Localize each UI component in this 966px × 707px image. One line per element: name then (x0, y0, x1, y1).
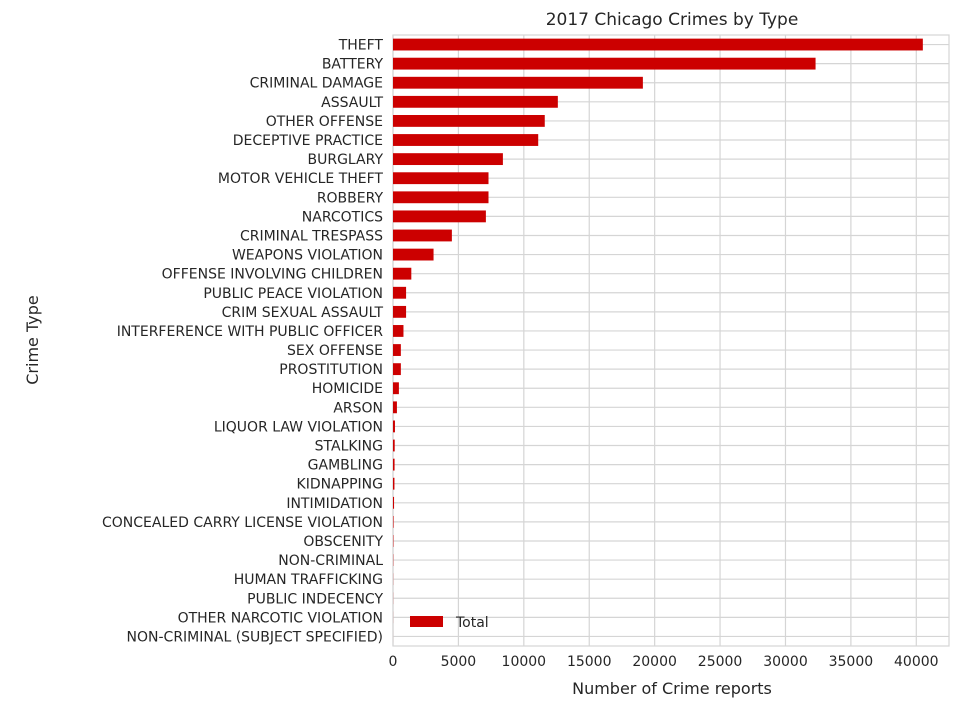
y-axis-title: Crime Type (23, 295, 42, 384)
bar-theft (393, 38, 923, 51)
y-tick-label: BURGLARY (307, 152, 383, 168)
x-tick-label: 25000 (698, 654, 743, 670)
y-tick-label: BATTERY (322, 57, 384, 73)
y-tick-label: OBSCENITY (303, 534, 383, 550)
bar-battery (393, 57, 816, 70)
y-tick-label: CRIMINAL TRESPASS (240, 228, 383, 244)
bar-motor-vehicle-theft (393, 172, 489, 185)
x-tick-label: 5000 (441, 654, 477, 670)
y-tick-label: STALKING (315, 439, 383, 455)
x-axis-title: Number of Crime reports (572, 679, 772, 698)
bar-sex-offense (393, 344, 401, 356)
bar-kidnapping (393, 477, 395, 490)
bar-offense-involving-children (393, 267, 412, 280)
y-tick-label: INTERFERENCE WITH PUBLIC OFFICER (117, 324, 384, 340)
y-tick-label: INTIMIDATION (286, 496, 383, 512)
chart-title: 2017 Chicago Crimes by Type (546, 10, 799, 30)
y-tick-label: OTHER OFFENSE (266, 114, 383, 130)
bar-weapons-violation (393, 248, 434, 261)
y-tick-label: HUMAN TRAFFICKING (234, 572, 383, 588)
bar-robbery (393, 191, 489, 204)
bar-deceptive-practice (393, 134, 539, 146)
y-tick-label: CONCEALED CARRY LICENSE VIOLATION (102, 515, 383, 531)
bar-prostitution (393, 363, 401, 376)
y-tick-label: THEFT (338, 38, 384, 54)
y-tick-label: ROBBERY (317, 190, 384, 206)
bar-interference-with-public-officer (393, 325, 404, 337)
bar-criminal-damage (393, 76, 643, 89)
legend: Total (410, 615, 489, 631)
y-tick-label: OTHER NARCOTIC VIOLATION (178, 610, 383, 626)
y-tick-label: CRIMINAL DAMAGE (250, 76, 383, 92)
x-tick-label: 15000 (567, 654, 612, 670)
bar-stalking (393, 439, 395, 452)
bar-other-offense (393, 115, 545, 127)
y-tick-label: HOMICIDE (312, 381, 383, 397)
bar-crim-sexual-assault (393, 305, 407, 318)
y-tick-label: NARCOTICS (302, 209, 383, 225)
bar-public-peace-violation (393, 286, 407, 299)
y-tick-label: ASSAULT (321, 95, 383, 111)
y-tick-label: NON-CRIMINAL (278, 553, 383, 569)
x-tick-label: 30000 (763, 654, 808, 670)
bar-assault (393, 95, 558, 108)
bar-concealed-carry-license-violation (393, 515, 394, 528)
x-tick-label: 20000 (632, 654, 677, 670)
legend-label: Total (455, 615, 489, 631)
y-tick-label: SEX OFFENSE (287, 343, 383, 359)
y-tick-label: WEAPONS VIOLATION (232, 248, 383, 264)
x-tick-label: 40000 (894, 654, 939, 670)
y-tick-label: CRIM SEXUAL ASSAULT (222, 305, 384, 321)
y-tick-label: MOTOR VEHICLE THEFT (218, 171, 384, 187)
y-tick-label: GAMBLING (308, 458, 383, 474)
x-tick-label: 0 (389, 654, 398, 670)
y-tick-label: PUBLIC INDECENCY (247, 591, 383, 607)
y-tick-label: PUBLIC PEACE VIOLATION (203, 286, 383, 302)
y-tick-label: PROSTITUTION (279, 362, 383, 378)
plot-area: THEFT BATTERY CRIMINAL DAMAGE ASSAULT OTHER … (102, 34, 950, 670)
bar-arson (393, 401, 397, 414)
bar-burglary (393, 153, 503, 166)
y-tick-label: ARSON (333, 400, 383, 416)
x-tick-label: 35000 (829, 654, 874, 670)
bar-intimidation (393, 496, 395, 509)
plot-frame (392, 34, 950, 647)
bar-criminal-trespass (393, 229, 452, 242)
y-tick-label: LIQUOR LAW VIOLATION (214, 419, 383, 435)
x-tick-label: 10000 (502, 654, 547, 670)
legend-swatch (410, 616, 443, 627)
y-tick-label: OFFENSE INVOLVING CHILDREN (162, 267, 383, 283)
bar-liquor-law-violation (393, 420, 395, 433)
y-tick-label: DECEPTIVE PRACTICE (233, 133, 383, 149)
y-tick-label: KIDNAPPING (297, 477, 383, 493)
bar-narcotics (393, 210, 486, 223)
bar-homicide (393, 382, 399, 395)
bar-gambling (393, 458, 395, 471)
y-tick-label: NON-CRIMINAL (SUBJECT SPECIFIED) (127, 629, 383, 645)
